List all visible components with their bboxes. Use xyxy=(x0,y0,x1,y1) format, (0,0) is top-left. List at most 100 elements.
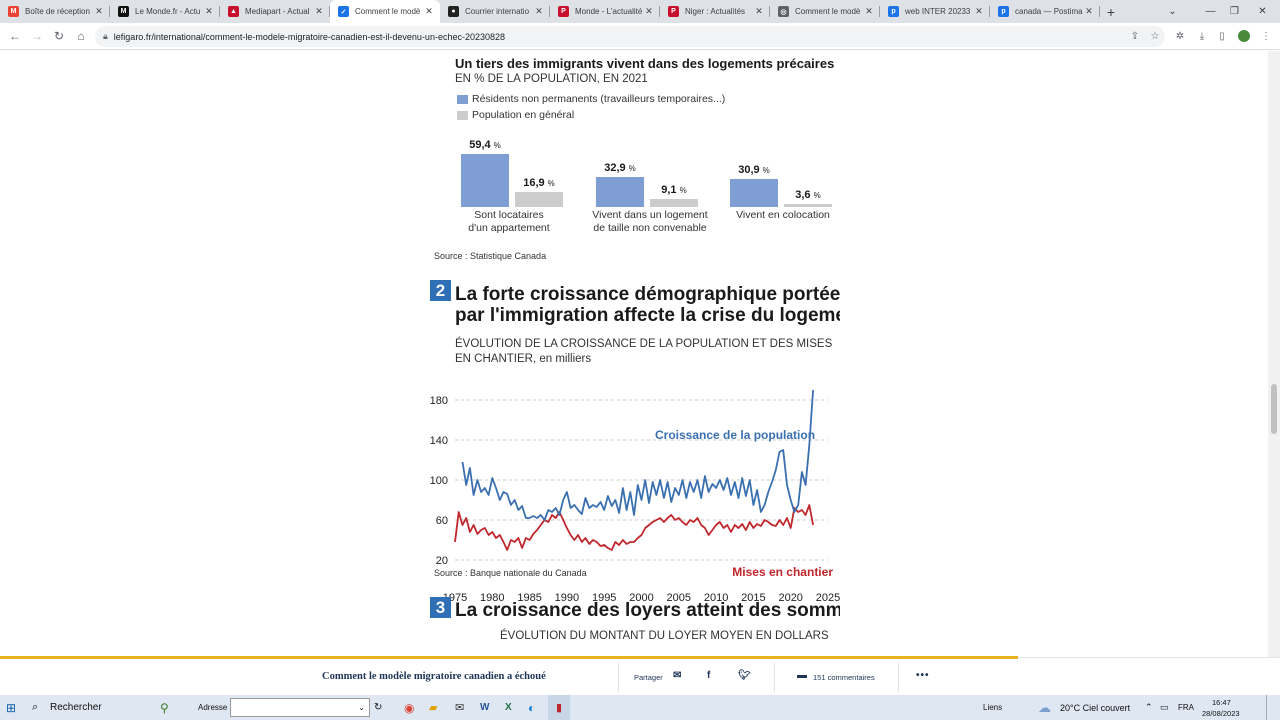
tab-close-icon[interactable]: ✕ xyxy=(1085,6,1093,16)
download-icon[interactable]: ⤓ xyxy=(1199,30,1205,42)
browser-tab[interactable]: p web INTER 20233 ✕ xyxy=(880,0,990,23)
forward-arrow-icon[interactable]: → xyxy=(31,29,43,43)
legend-swatch-blue xyxy=(457,94,468,104)
tab-label: Comment le modè xyxy=(795,7,861,16)
y-tick-label: 180 xyxy=(430,395,448,407)
bar-residents-1 xyxy=(596,177,644,207)
home-icon[interactable]: ⌂ xyxy=(77,29,85,43)
bookmark-star-icon[interactable]: ☆ xyxy=(1150,31,1160,42)
facebook-share-icon[interactable]: f xyxy=(707,670,711,681)
more-options-icon[interactable]: ••• xyxy=(916,670,930,681)
edge-app-icon[interactable]: ◐ xyxy=(528,700,536,715)
tab-close-icon[interactable]: ✕ xyxy=(865,6,873,16)
menu-kebab-icon[interactable]: ⋮ xyxy=(1261,30,1271,42)
postimage-icon: p xyxy=(888,6,899,17)
divider xyxy=(618,662,619,692)
search-icon[interactable]: ⌕ xyxy=(32,701,39,713)
windows-start-icon[interactable]: ⊞ xyxy=(6,700,17,715)
page-scrollbar[interactable] xyxy=(1268,51,1280,657)
scrollbar-thumb[interactable] xyxy=(1271,384,1277,434)
tab-close-icon[interactable]: ✕ xyxy=(425,6,433,16)
side-panel-icon[interactable]: ▯ xyxy=(1219,30,1225,42)
lock-icon[interactable]: 🔒︎ xyxy=(103,31,108,41)
clock-time[interactable]: 16:47 xyxy=(1212,697,1231,707)
browser-tab[interactable]: M Boîte de réception ✕ xyxy=(0,0,110,23)
housing-starts-line xyxy=(454,504,814,551)
chart2-subtitle-line2: EN CHANTIER, en milliers xyxy=(455,353,592,365)
word-app-icon[interactable]: W xyxy=(480,702,490,713)
liberation-icon: P xyxy=(558,6,569,17)
browser-tab[interactable]: ▲ Mediapart - Actual ✕ xyxy=(220,0,330,23)
tab-close-icon[interactable]: ✕ xyxy=(535,6,543,16)
file-explorer-icon[interactable]: ▰ xyxy=(429,702,438,714)
bar-population-1 xyxy=(650,198,698,207)
address-go-icon[interactable]: ↻ xyxy=(374,702,383,713)
clock-date[interactable]: 28/08/2023 xyxy=(1202,708,1240,718)
close-window-button[interactable]: ✕ xyxy=(1258,6,1267,17)
taskbar-search-label[interactable]: Rechercher xyxy=(50,702,102,713)
browser-tab[interactable]: ◎ Comment le modè ✕ xyxy=(770,0,880,23)
lefigaro-icon: ✓ xyxy=(338,6,349,17)
chrome-taskbar-icon[interactable]: ◉ xyxy=(404,700,415,715)
new-tab-icon[interactable]: + xyxy=(1106,3,1116,20)
bar-value-label: 3,6 % xyxy=(795,188,821,201)
profile-avatar[interactable] xyxy=(1234,26,1254,46)
tab-close-icon[interactable]: ✕ xyxy=(315,6,323,16)
browser-tab-strip: M Boîte de réception ✕ M Le Monde.fr - Actu ✕… xyxy=(0,0,1280,23)
weather-text[interactable]: 20°C Ciel couvert xyxy=(1060,702,1131,713)
excel-app-icon[interactable]: X xyxy=(505,702,512,713)
tab-label: Courrier internatio xyxy=(465,7,530,16)
tab-close-icon[interactable]: ✕ xyxy=(755,6,763,16)
series-label: Mises en chantier xyxy=(732,565,833,579)
show-hidden-icons-icon[interactable]: ⌃ xyxy=(1145,702,1153,712)
share-page-icon[interactable]: ⇪ xyxy=(1130,31,1140,42)
tab-close-icon[interactable]: ✕ xyxy=(95,6,103,16)
extensions-puzzle-icon[interactable]: ✲ xyxy=(1175,30,1185,42)
y-tick-label: 140 xyxy=(430,435,448,447)
browser-tab[interactable]: M Le Monde.fr - Actu ✕ xyxy=(110,0,220,23)
twitter-share-icon[interactable]: 🐦︎ xyxy=(738,670,751,681)
browser-tab[interactable]: P Niger : Actualités ✕ xyxy=(660,0,770,23)
search-highlight-icon[interactable]: ⚲ xyxy=(160,700,169,715)
address-toolbar-input[interactable]: ⌄ xyxy=(230,698,370,717)
active-app-icon[interactable]: ▮ xyxy=(548,695,570,720)
email-share-icon[interactable]: ✉ xyxy=(673,670,682,681)
address-bar[interactable]: 🔒︎ lefigaro.fr/international/comment-le-… xyxy=(95,26,1165,47)
browser-tab[interactable]: ✓ Comment le modè ✕ xyxy=(330,0,440,23)
minimize-window-button[interactable]: ⌄ xyxy=(1168,6,1177,17)
tab-close-icon[interactable]: ✕ xyxy=(975,6,983,16)
mediapart-icon: ▲ xyxy=(228,6,239,17)
population-growth-line xyxy=(461,389,814,521)
restore-window-button[interactable]: ❐ xyxy=(1230,6,1239,17)
language-indicator[interactable]: FRA xyxy=(1178,703,1194,712)
reload-icon[interactable]: ↻ xyxy=(53,29,65,43)
network-icon[interactable]: ▭ xyxy=(1160,702,1169,712)
divider xyxy=(898,662,899,692)
back-arrow-icon[interactable]: ← xyxy=(9,29,21,43)
chart2-subtitle-line1: ÉVOLUTION DE LA CROISSANCE DE LA POPULAT… xyxy=(455,338,833,350)
mail-app-icon[interactable]: ✉ xyxy=(455,702,465,714)
minimize-icon[interactable]: — xyxy=(1205,6,1216,17)
courrier-icon: ● xyxy=(448,6,459,17)
x-tick-label: 1980 xyxy=(480,592,504,604)
show-desktop-button[interactable] xyxy=(1266,695,1274,720)
sticky-article-title[interactable]: Comment le modèle migratoire canadien a … xyxy=(322,671,546,682)
comments-icon[interactable]: ▬ xyxy=(797,670,807,681)
tab-close-icon[interactable]: ✕ xyxy=(645,6,653,16)
url-text[interactable]: lefigaro.fr/international/comment-le-mod… xyxy=(113,31,505,42)
section-2-title-line2: par l'immigration affecte la crise du lo… xyxy=(455,305,840,326)
tab-label: Niger : Actualités xyxy=(685,7,746,16)
comments-count[interactable]: 151 commentaires xyxy=(813,673,875,682)
x-tick-label: 2015 xyxy=(741,592,765,604)
sticky-article-bar: Comment le modèle migratoire canadien a … xyxy=(0,656,1280,695)
browser-tab[interactable]: ● Courrier internatio ✕ xyxy=(440,0,550,23)
x-tick-label: 2025 xyxy=(816,592,840,604)
browser-toolbar: ← → ↻ ⌂ 🔒︎ lefigaro.fr/international/com… xyxy=(0,23,1280,50)
browser-tab[interactable]: p canada — Postima ✕ xyxy=(990,0,1100,23)
links-toolbar-label[interactable]: Liens xyxy=(983,703,1003,712)
address-toolbar-label: Adresse xyxy=(198,703,228,712)
browser-tab[interactable]: P Monde - L'actualité ✕ xyxy=(550,0,660,23)
tab-close-icon[interactable]: ✕ xyxy=(205,6,213,16)
bar-value-label: 59,4 % xyxy=(469,138,501,151)
share-label: Partager xyxy=(634,673,663,682)
